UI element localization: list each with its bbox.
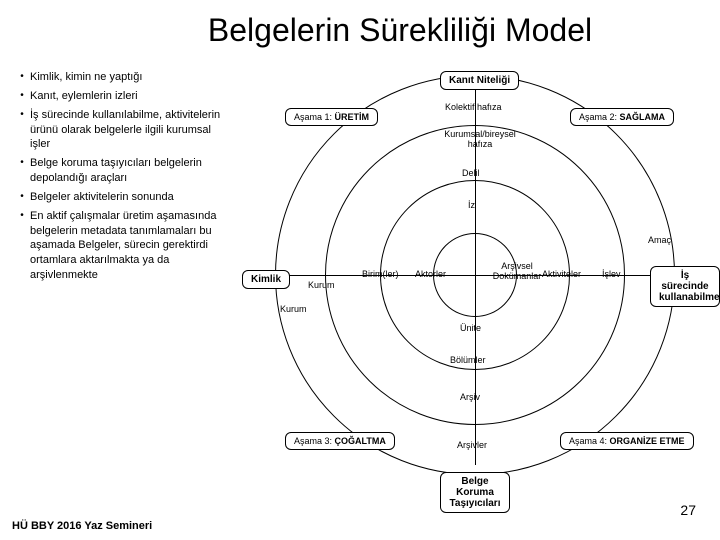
diagram-label: Kurumsal/bireysel hafıza	[440, 130, 520, 150]
bullet-text: Belgeler aktivitelerin sonunda	[30, 190, 174, 205]
bullet-item: •İş sürecinde kullanılabilme, aktivitele…	[14, 108, 225, 153]
axis-label: Belge Koruma Taşıyıcıları	[440, 472, 510, 513]
bullet-dot-icon: •	[14, 209, 30, 283]
main-content: •Kimlik, kimin ne yaptığı•Kanıt, eylemle…	[0, 70, 720, 500]
bullet-item: •Belge koruma taşıyıcıları belgelerin de…	[14, 156, 225, 186]
diagram-label: İşlev	[602, 269, 621, 279]
continuum-diagram: Kanıt NiteliğiKimlikİş sürecinde kullana…	[230, 70, 710, 490]
phase-label: Aşama 3: ÇOĞALTMA	[285, 432, 395, 450]
axis-label: Kanıt Niteliği	[440, 71, 519, 90]
diagram-label: İz	[468, 200, 475, 210]
diagram-label: Ünite	[460, 323, 481, 333]
bullet-dot-icon: •	[14, 108, 30, 153]
bullet-text: İş sürecinde kullanılabilme, aktiviteler…	[30, 108, 225, 153]
axis-label: Kimlik	[242, 270, 290, 289]
diagram-label: Amaç	[648, 235, 671, 245]
bullet-text: Kanıt, eylemlerin izleri	[30, 89, 138, 104]
bullet-list: •Kimlik, kimin ne yaptığı•Kanıt, eylemle…	[0, 70, 225, 500]
page-title: Belgelerin Sürekliliği Model	[0, 0, 720, 49]
page-number: 27	[680, 502, 696, 518]
diagram-label: Aktiviteler	[542, 269, 581, 279]
diagram-label: Arşiv	[460, 392, 480, 402]
bullet-item: •Kimlik, kimin ne yaptığı	[14, 70, 225, 85]
bullet-dot-icon: •	[14, 89, 30, 104]
phase-label: Aşama 4: ORGANİZE ETME	[560, 432, 694, 450]
diagram-label: Kurum	[280, 304, 307, 314]
footer-text: HÜ BBY 2016 Yaz Semineri	[12, 520, 152, 532]
bullet-item: •En aktif çalışmalar üretim aşamasında b…	[14, 209, 225, 283]
bullet-item: •Belgeler aktivitelerin sonunda	[14, 190, 225, 205]
bullet-dot-icon: •	[14, 156, 30, 186]
bullet-text: Kimlik, kimin ne yaptığı	[30, 70, 142, 85]
diagram-label: Delil	[462, 168, 480, 178]
diagram-label: Kolektif hafıza	[445, 102, 502, 112]
phase-label: Aşama 2: SAĞLAMA	[570, 108, 674, 126]
diagram-label: Kurum	[308, 280, 335, 290]
diagram-label: Bölümler	[450, 355, 486, 365]
bullet-dot-icon: •	[14, 70, 30, 85]
diagram-label: Arşivler	[457, 440, 487, 450]
bullet-item: •Kanıt, eylemlerin izleri	[14, 89, 225, 104]
axis-label: İş sürecinde kullanabilme	[650, 266, 720, 307]
bullet-text: En aktif çalışmalar üretim aşamasında be…	[30, 209, 225, 283]
diagram-label: Birim(ler)	[362, 269, 399, 279]
diagram-label: Aktorler	[415, 269, 446, 279]
bullet-dot-icon: •	[14, 190, 30, 205]
phase-label: Aşama 1: ÜRETİM	[285, 108, 378, 126]
bullet-text: Belge koruma taşıyıcıları belgelerin dep…	[30, 156, 225, 186]
